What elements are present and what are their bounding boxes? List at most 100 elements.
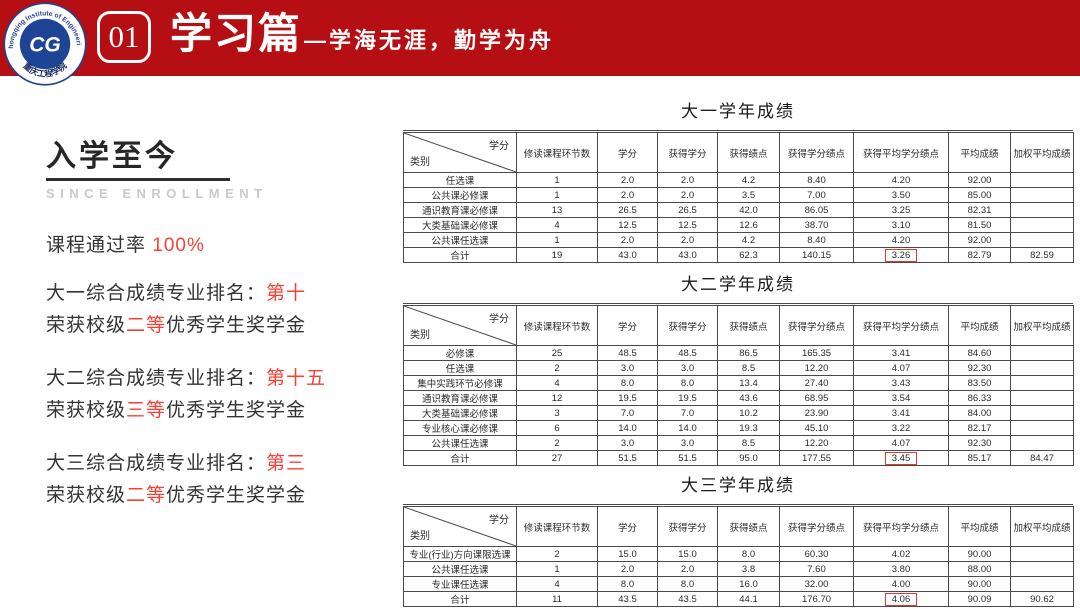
grade-cell: 11	[516, 591, 598, 607]
grade-cell: 48.5	[597, 345, 658, 361]
column-header: 修读课程环节数	[516, 305, 598, 346]
table-row: 集中实践环节必修课 4 8.0 8.0 13.4 27.40 3.43 83.50	[403, 375, 1074, 391]
table-row: 任选课 2 3.0 3.0 8.5 12.20 4.07 92.30	[403, 360, 1074, 376]
grade-cell: 3.25	[853, 202, 949, 218]
grade-cell: 12.20	[779, 360, 854, 376]
banner-titles: 学习篇 —学海无涯，勤学为舟	[170, 6, 554, 62]
grade-cell: 2	[516, 546, 598, 562]
column-header: 修读课程环节数	[516, 132, 598, 173]
grade-cell: 3.0	[597, 435, 658, 451]
grade-cell: 2.0	[597, 561, 658, 577]
grade-cell: 48.5	[657, 345, 718, 361]
grade-cell	[1010, 420, 1074, 436]
grade-cell	[1010, 232, 1074, 248]
award-suffix: 优秀学生奖学金	[166, 400, 307, 421]
grade-cell: 3.50	[853, 187, 949, 203]
grade-cell: 14.0	[657, 420, 718, 436]
grade-cell	[1010, 576, 1074, 592]
award-level: 二等	[126, 315, 167, 336]
column-header: 获得学分	[657, 305, 718, 346]
row-label: 任选课	[403, 172, 517, 188]
grade-cell: 4.02	[853, 546, 949, 562]
table-row: 公共课任选课 1 2.0 2.0 4.2 8.40 4.20 92.00	[403, 232, 1074, 248]
table-row: 任选课 1 2.0 2.0 4.2 8.40 4.20 92.00	[403, 172, 1074, 188]
table-corner-cell: 学分 类别	[403, 132, 517, 173]
table-title-year3: 大三学年成绩	[681, 476, 795, 495]
grade-cell: 3.8	[717, 561, 780, 577]
grades-panel: 大一学年成绩 学分 类别 修读课程环节数 学分 获得学分 获得绩点 获得学分绩点 获得平均学分…	[403, 76, 1074, 607]
column-header: 获得学分绩点	[779, 132, 854, 173]
table-row: 合计 19 43.0 43.0 62.3 140.15 3.26 82.79 82.59	[403, 247, 1074, 263]
grade-cell: 19	[516, 247, 598, 263]
grade-cell	[1010, 390, 1074, 406]
row-label: 专业(行业)方向课限选课	[403, 546, 517, 562]
grade-cell: 82.79	[948, 247, 1011, 263]
grade-cell: 8.5	[717, 435, 780, 451]
column-header: 加权平均成绩	[1010, 506, 1074, 547]
grade-cell: 4.2	[717, 232, 780, 248]
grade-cell: 3.0	[657, 435, 718, 451]
table-row: 公共课任选课 1 2.0 2.0 3.8 7.60 3.80 88.00	[403, 561, 1074, 577]
summary-panel: 入学至今 SINCE ENROLLMENT 课程通过率 100% 大一综合成绩专…	[46, 131, 391, 512]
grade-cell: 82.31	[948, 202, 1011, 218]
grade-cell: 88.00	[948, 561, 1011, 577]
grade-table-year2: 学分 类别 修读课程环节数 学分 获得学分 获得绩点 获得学分绩点 获得平均学分绩点 平均成绩加…	[403, 305, 1074, 466]
grade-cell: 4.20	[853, 232, 949, 248]
column-header: 获得学分	[657, 132, 718, 173]
grade-cell: 1	[516, 172, 598, 188]
row-label: 任选课	[403, 360, 517, 376]
grade-cell: 1	[516, 187, 598, 203]
grade-cell: 32.00	[779, 576, 854, 592]
section-title: 学习篇	[170, 10, 303, 57]
rank-value: 第十	[266, 283, 307, 304]
row-label: 集中实践环节必修课	[403, 375, 517, 391]
grade-cell	[1010, 202, 1074, 218]
grade-cell: 7.0	[597, 405, 658, 421]
grade-cell: 16.0	[717, 576, 780, 592]
grade-cell: 8.0	[717, 546, 780, 562]
grade-cell: 86.5	[717, 345, 780, 361]
grade-cell: 51.5	[657, 450, 718, 466]
table-row: 专业课任选课 4 8.0 8.0 16.0 32.00 4.00 90.00	[403, 576, 1074, 592]
grade-cell: 12	[516, 390, 598, 406]
grade-cell: 8.0	[657, 375, 718, 391]
grade-cell: 1	[516, 561, 598, 577]
table-row: 专业核心课必修课 6 14.0 14.0 19.3 45.10 3.22 82.17	[403, 420, 1074, 436]
pass-rate-value: 100%	[152, 235, 205, 256]
table-title-year1: 大一学年成绩	[681, 102, 795, 121]
corner-top-label: 学分	[489, 314, 509, 325]
grade-cell: 12.5	[657, 217, 718, 233]
table-row: 公共课任选课 2 3.0 3.0 8.5 12.20 4.07 92.30	[403, 435, 1074, 451]
grade-cell: 82.59	[1010, 247, 1074, 263]
grade-cell: 140.15	[779, 247, 854, 263]
award-prefix: 荣获校级	[46, 315, 127, 336]
diagonal-divider	[404, 133, 516, 172]
table-row: 公共课必修课 1 2.0 2.0 3.5 7.00 3.50 85.00	[403, 187, 1074, 203]
corner-top-label: 学分	[489, 515, 509, 526]
grade-cell: 4.00	[853, 576, 949, 592]
grade-cell	[1010, 360, 1074, 376]
grade-cell: 4.07	[853, 360, 949, 376]
grade-cell: 3.10	[853, 217, 949, 233]
grade-cell: 12.5	[597, 217, 658, 233]
table-row: 合计 27 51.5 51.5 95.0 177.55 3.45 85.17 84.47	[403, 450, 1074, 466]
grade-cell: 43.0	[657, 247, 718, 263]
grade-cell	[1010, 405, 1074, 421]
row-label: 大类基础课必修课	[403, 217, 517, 233]
grade-cell: 92.30	[948, 435, 1011, 451]
grade-cell: 6	[516, 420, 598, 436]
rank-label: 大二综合成绩专业排名：	[46, 368, 267, 389]
grade-cell: 84.47	[1010, 450, 1074, 466]
grade-cell: 85.00	[948, 187, 1011, 203]
grade-cell: 177.55	[779, 450, 854, 466]
school-logo-icon: Chongqing Institute of Engineering CG 重庆…	[1, 0, 87, 86]
row-label: 通识教育课必修课	[403, 202, 517, 218]
year2-stat: 大二综合成绩专业排名：第十五 荣获校级三等优秀学生奖学金	[46, 363, 391, 427]
grade-cell: 1	[516, 232, 598, 248]
grade-cell: 165.35	[779, 345, 854, 361]
grade-cell: 84.60	[948, 345, 1011, 361]
panel-heading: 入学至今	[46, 131, 230, 181]
column-header: 加权平均成绩	[1010, 132, 1074, 173]
column-header: 平均成绩	[948, 506, 1011, 547]
grade-cell: 25	[516, 345, 598, 361]
